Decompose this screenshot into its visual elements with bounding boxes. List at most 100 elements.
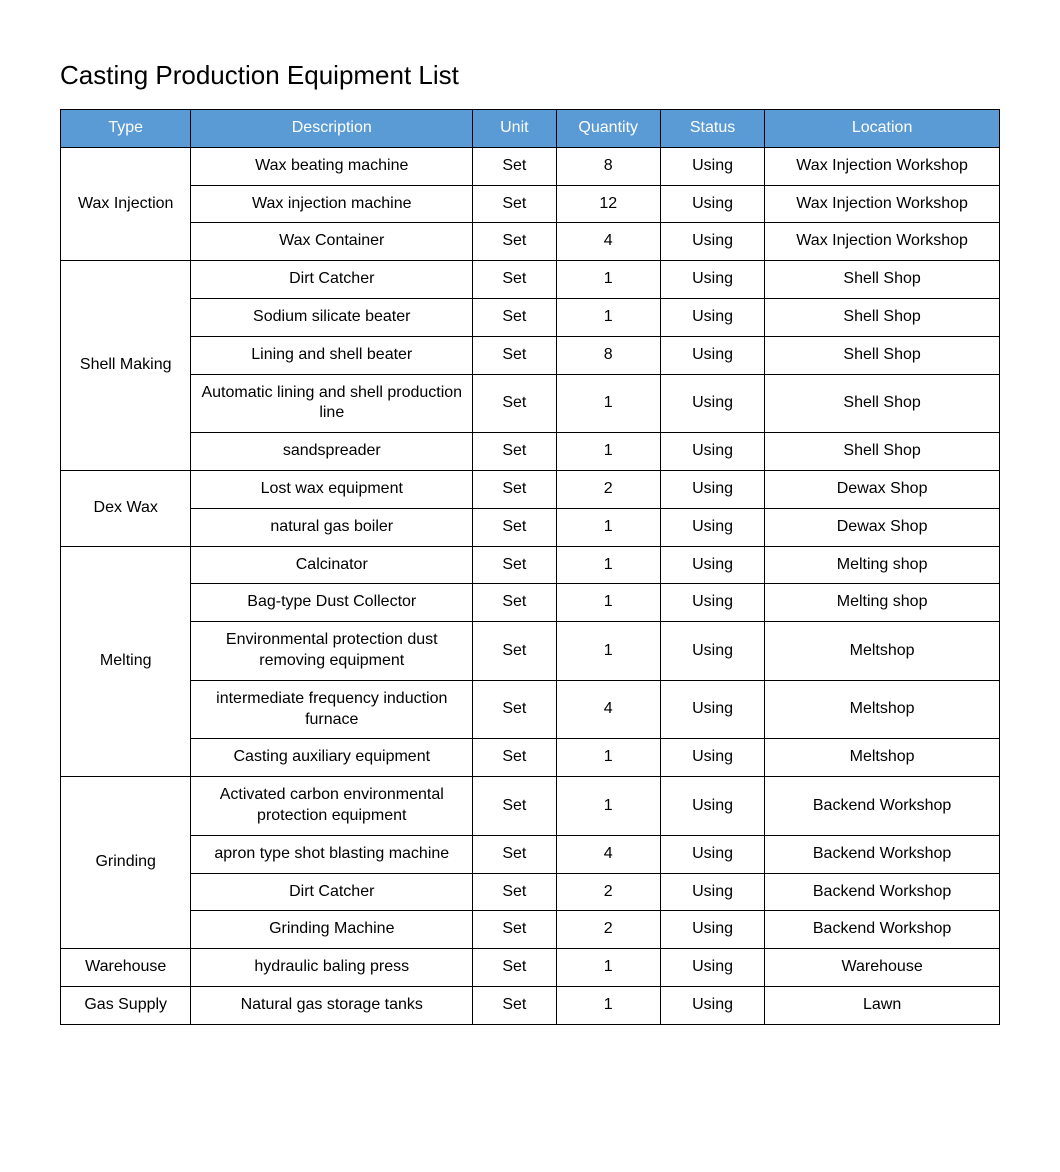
cell-status: Using xyxy=(660,336,764,374)
cell-unit: Set xyxy=(473,470,556,508)
cell-status: Using xyxy=(660,835,764,873)
table-row: Grinding MachineSet2UsingBackend Worksho… xyxy=(61,911,1000,949)
cell-status: Using xyxy=(660,470,764,508)
cell-description: Wax Container xyxy=(191,223,473,261)
cell-location: Melting shop xyxy=(765,584,1000,622)
cell-status: Using xyxy=(660,261,764,299)
cell-description: Lining and shell beater xyxy=(191,336,473,374)
cell-status: Using xyxy=(660,508,764,546)
page-title: Casting Production Equipment List xyxy=(60,60,1000,91)
table-row: Casting auxiliary equipmentSet1UsingMelt… xyxy=(61,739,1000,777)
cell-description: Automatic lining and shell production li… xyxy=(191,374,473,433)
cell-location: Meltshop xyxy=(765,739,1000,777)
cell-location: Shell Shop xyxy=(765,374,1000,433)
cell-status: Using xyxy=(660,911,764,949)
cell-location: Shell Shop xyxy=(765,261,1000,299)
cell-unit: Set xyxy=(473,147,556,185)
cell-location: Melting shop xyxy=(765,546,1000,584)
cell-unit: Set xyxy=(473,433,556,471)
cell-unit: Set xyxy=(473,986,556,1024)
cell-quantity: 8 xyxy=(556,336,660,374)
cell-quantity: 1 xyxy=(556,622,660,681)
cell-location: Backend Workshop xyxy=(765,911,1000,949)
column-header: Description xyxy=(191,110,473,148)
cell-unit: Set xyxy=(473,185,556,223)
cell-unit: Set xyxy=(473,911,556,949)
cell-type: Wax Injection xyxy=(61,147,191,260)
cell-unit: Set xyxy=(473,336,556,374)
cell-location: Meltshop xyxy=(765,622,1000,681)
cell-quantity: 1 xyxy=(556,298,660,336)
cell-description: apron type shot blasting machine xyxy=(191,835,473,873)
table-body: Wax InjectionWax beating machineSet8Usin… xyxy=(61,147,1000,1024)
cell-quantity: 1 xyxy=(556,949,660,987)
equipment-table: TypeDescriptionUnitQuantityStatusLocatio… xyxy=(60,109,1000,1025)
cell-description: Wax injection machine xyxy=(191,185,473,223)
cell-status: Using xyxy=(660,298,764,336)
cell-description: hydraulic baling press xyxy=(191,949,473,987)
cell-quantity: 1 xyxy=(556,508,660,546)
table-row: GrindingActivated carbon environmental p… xyxy=(61,777,1000,836)
cell-description: natural gas boiler xyxy=(191,508,473,546)
cell-description: Grinding Machine xyxy=(191,911,473,949)
cell-status: Using xyxy=(660,949,764,987)
cell-status: Using xyxy=(660,986,764,1024)
cell-location: Meltshop xyxy=(765,680,1000,739)
cell-unit: Set xyxy=(473,949,556,987)
cell-status: Using xyxy=(660,185,764,223)
table-row: Gas SupplyNatural gas storage tanksSet1U… xyxy=(61,986,1000,1024)
cell-unit: Set xyxy=(473,374,556,433)
cell-quantity: 8 xyxy=(556,147,660,185)
cell-location: Dewax Shop xyxy=(765,508,1000,546)
cell-unit: Set xyxy=(473,261,556,299)
cell-unit: Set xyxy=(473,298,556,336)
cell-location: Shell Shop xyxy=(765,433,1000,471)
cell-status: Using xyxy=(660,739,764,777)
cell-unit: Set xyxy=(473,584,556,622)
cell-description: Sodium silicate beater xyxy=(191,298,473,336)
cell-type: Warehouse xyxy=(61,949,191,987)
cell-description: Activated carbon environmental protectio… xyxy=(191,777,473,836)
cell-description: Calcinator xyxy=(191,546,473,584)
cell-type: Gas Supply xyxy=(61,986,191,1024)
cell-description: Dirt Catcher xyxy=(191,261,473,299)
cell-type: Dex Wax xyxy=(61,470,191,546)
cell-location: Warehouse xyxy=(765,949,1000,987)
table-row: MeltingCalcinatorSet1UsingMelting shop xyxy=(61,546,1000,584)
cell-location: Shell Shop xyxy=(765,336,1000,374)
cell-description: Natural gas storage tanks xyxy=(191,986,473,1024)
column-header: Type xyxy=(61,110,191,148)
column-header: Quantity xyxy=(556,110,660,148)
cell-status: Using xyxy=(660,622,764,681)
cell-type: Grinding xyxy=(61,777,191,949)
cell-quantity: 2 xyxy=(556,911,660,949)
cell-description: sandspreader xyxy=(191,433,473,471)
table-row: Bag-type Dust CollectorSet1UsingMelting … xyxy=(61,584,1000,622)
cell-location: Dewax Shop xyxy=(765,470,1000,508)
cell-location: Backend Workshop xyxy=(765,777,1000,836)
table-row: Environmental protection dust removing e… xyxy=(61,622,1000,681)
table-row: Wax ContainerSet4UsingWax Injection Work… xyxy=(61,223,1000,261)
table-row: intermediate frequency induction furnace… xyxy=(61,680,1000,739)
cell-unit: Set xyxy=(473,835,556,873)
cell-description: Lost wax equipment xyxy=(191,470,473,508)
cell-status: Using xyxy=(660,584,764,622)
cell-quantity: 12 xyxy=(556,185,660,223)
cell-description: Casting auxiliary equipment xyxy=(191,739,473,777)
cell-unit: Set xyxy=(473,873,556,911)
cell-status: Using xyxy=(660,777,764,836)
cell-description: Wax beating machine xyxy=(191,147,473,185)
cell-quantity: 2 xyxy=(556,873,660,911)
cell-quantity: 4 xyxy=(556,680,660,739)
cell-description: Dirt Catcher xyxy=(191,873,473,911)
table-row: natural gas boilerSet1UsingDewax Shop xyxy=(61,508,1000,546)
column-header: Unit xyxy=(473,110,556,148)
cell-status: Using xyxy=(660,223,764,261)
cell-location: Shell Shop xyxy=(765,298,1000,336)
table-row: Wax injection machineSet12UsingWax Injec… xyxy=(61,185,1000,223)
table-row: Wax InjectionWax beating machineSet8Usin… xyxy=(61,147,1000,185)
cell-location: Wax Injection Workshop xyxy=(765,185,1000,223)
cell-unit: Set xyxy=(473,777,556,836)
cell-location: Lawn xyxy=(765,986,1000,1024)
cell-description: Bag-type Dust Collector xyxy=(191,584,473,622)
